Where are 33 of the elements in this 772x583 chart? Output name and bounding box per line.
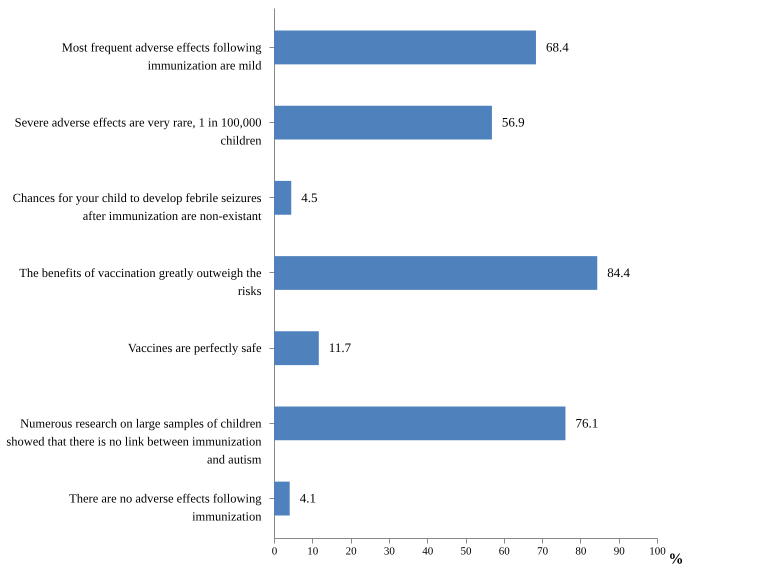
bar [274,406,566,440]
bar [274,482,290,516]
x-tick-label: 70 [537,546,549,558]
data-label: 76.1 [575,415,598,430]
x-tick-label: 50 [460,546,472,558]
data-label: 4.5 [301,190,318,205]
data-label: 4.1 [300,490,316,506]
data-label: 68.4 [546,39,570,54]
x-tick-label: 80 [575,546,587,558]
y-tick-label: Chances for your child to develop febrile seizures after immunization are non-existant [12,190,262,223]
x-tick-label: 90 [614,546,626,558]
x-tick-label: 0 [272,546,278,558]
x-tick-label: 20 [346,546,358,558]
data-label: 56.9 [502,114,525,130]
y-tick-label: Vaccines are perfectly safe [128,341,262,356]
y-tick-label: Numerous research on large samples of children showed that there is no link between immunization and autism [6,416,262,466]
bar [274,30,536,64]
data-label: 84.4 [607,265,630,280]
bar [274,180,292,215]
y-tick-label: The benefits of vaccination greatly outweigh the risks [19,266,262,298]
x-tick-label: 40 [422,546,434,558]
y-tick-label: Severe adverse effects are very rare, 1 in 100,000 children [14,116,262,148]
bar [274,106,492,140]
y-tick-label: There are no adverse effects following immunization [69,492,262,524]
x-axis-title: % [668,552,684,568]
x-tick-label: 30 [384,546,396,558]
bar [274,331,319,366]
bar [274,256,598,290]
x-tick-label: 10 [307,546,319,558]
data-label: 11.7 [328,340,352,356]
y-tick-label: Most frequent adverse effects following immunization are mild [62,40,262,72]
x-tick-label: 100 [649,546,666,558]
x-tick-label: 60 [498,546,510,558]
